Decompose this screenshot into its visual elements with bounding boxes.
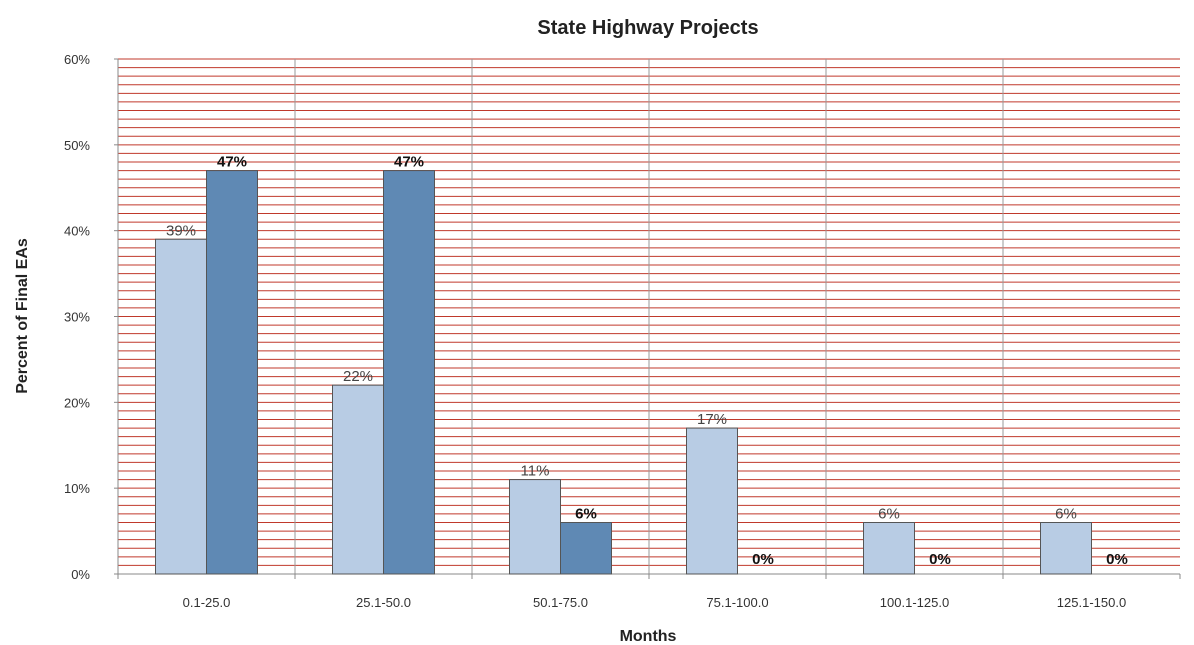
- x-tick-label: 100.1-125.0: [880, 595, 949, 610]
- x-tick-label: 125.1-150.0: [1057, 595, 1126, 610]
- chart-title: State Highway Projects: [537, 17, 758, 39]
- bar-series-2: [383, 170, 435, 575]
- data-label-series-1: 6%: [1055, 506, 1077, 523]
- y-axis-title: Percent of Final EAs: [14, 238, 31, 394]
- data-label-series-1: 17%: [697, 411, 727, 428]
- data-label-series-1: 39%: [166, 222, 196, 239]
- x-axis-title: Months: [620, 628, 677, 645]
- data-label-series-2: 0%: [1106, 551, 1128, 568]
- bar-series-1: [155, 238, 207, 575]
- bar-series-1: [509, 479, 561, 575]
- bar-series-2: [206, 170, 258, 575]
- data-label-series-2: 0%: [929, 551, 951, 568]
- data-label-series-1: 11%: [521, 463, 550, 480]
- x-tick-label: 25.1-50.0: [356, 595, 411, 610]
- y-tick-label: 50%: [64, 138, 90, 153]
- bar-series-1: [686, 427, 738, 575]
- data-label-series-1: 22%: [343, 368, 373, 385]
- data-label-series-1: 6%: [878, 506, 900, 523]
- x-tick-label: 50.1-75.0: [533, 595, 588, 610]
- bar-series-1: [863, 522, 915, 575]
- y-tick-label: 10%: [64, 481, 90, 496]
- data-label-series-2: 47%: [394, 154, 424, 171]
- x-tick-label: 75.1-100.0: [706, 595, 768, 610]
- y-tick-label: 30%: [64, 310, 90, 325]
- y-tick-label: 60%: [64, 52, 90, 67]
- plot-area: 0% 10% 20% 30% 40% 50% 60% 0.1-25.0 39% 47% 25.1-5…: [64, 52, 1181, 610]
- y-tick-label: 20%: [64, 395, 90, 410]
- bar-series-1: [332, 384, 384, 575]
- data-label-series-2: 0%: [752, 551, 774, 568]
- x-tick-label: 0.1-25.0: [183, 595, 231, 610]
- bar-series-2: [560, 522, 612, 575]
- data-label-series-2: 6%: [575, 506, 597, 523]
- y-tick-label: 0%: [71, 567, 90, 582]
- bar-series-1: [1040, 522, 1092, 575]
- y-tick-label: 40%: [64, 224, 90, 239]
- data-label-series-2: 47%: [217, 154, 247, 171]
